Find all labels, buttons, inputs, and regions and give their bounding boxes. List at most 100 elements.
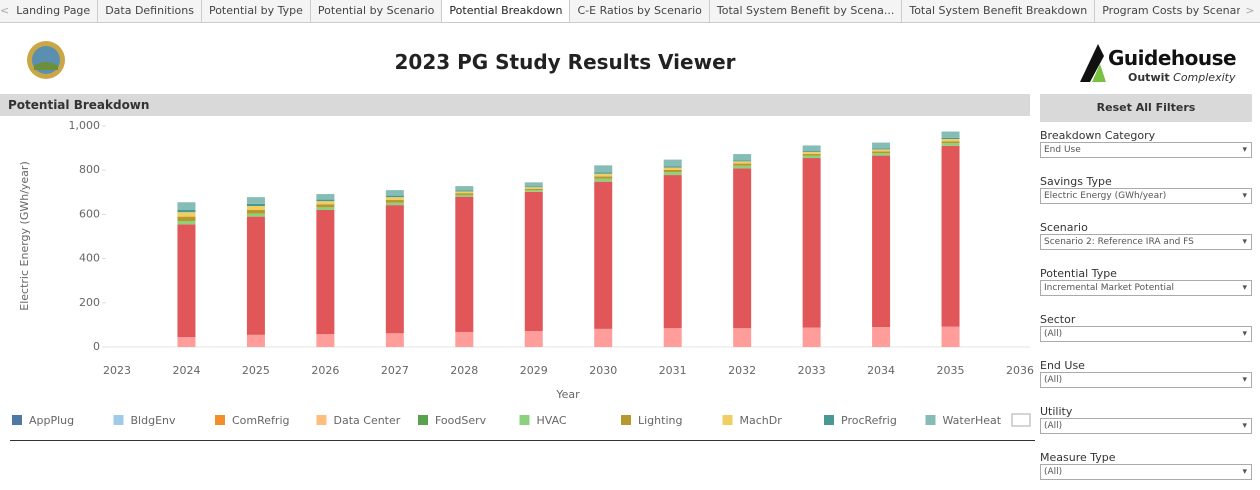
x-tick-label: 2029 xyxy=(520,364,548,377)
y-axis-label: Electric Energy (GWh/year) xyxy=(18,161,31,310)
bar-segment xyxy=(316,334,335,347)
legend-swatch xyxy=(519,415,530,425)
bar-segment xyxy=(177,209,196,213)
bar-segment xyxy=(524,182,543,187)
legend-label: FoodServ xyxy=(435,414,487,427)
tab[interactable]: C-E Ratios by Scenario xyxy=(570,0,710,22)
bar-segment xyxy=(802,145,821,151)
filter-dropdown[interactable]: End Use xyxy=(1040,142,1252,158)
filter-dropdown[interactable]: Incremental Market Potential xyxy=(1040,280,1252,296)
filter-dropdown[interactable]: (All) xyxy=(1040,418,1252,434)
seal-logo xyxy=(27,41,65,79)
legend-swatch xyxy=(316,415,327,425)
bar-segment xyxy=(872,153,891,156)
bar-segment xyxy=(316,201,335,205)
filter-label: Potential Type xyxy=(1040,267,1117,280)
x-tick-label: 2025 xyxy=(242,364,270,377)
bar-segment xyxy=(941,326,960,347)
bar-segment xyxy=(941,141,960,144)
filter: Sector (All) xyxy=(1040,313,1252,352)
bar-segment xyxy=(663,172,682,176)
bar-segment xyxy=(524,191,543,332)
bar-segment xyxy=(594,178,613,182)
bar-segment xyxy=(941,139,960,142)
filter-label: Breakdown Category xyxy=(1040,129,1156,142)
page: < Landing Page Data Definitions Potential b… xyxy=(0,0,1260,448)
x-tick-label: 2024 xyxy=(172,364,200,377)
x-tick-label: 2033 xyxy=(798,364,826,377)
bar-segment xyxy=(177,221,196,225)
legend-swatch xyxy=(12,415,22,425)
legend-swatch xyxy=(113,415,124,425)
tab-scroll-right[interactable]: > xyxy=(1240,0,1260,22)
section-title: Potential Breakdown xyxy=(0,94,1030,116)
tab-scroll-left[interactable]: < xyxy=(0,4,10,17)
tab[interactable]: Data Definitions xyxy=(98,0,202,22)
bar-segment xyxy=(177,212,196,217)
filter-dropdown[interactable]: (All) xyxy=(1040,326,1252,342)
tab[interactable]: Potential by Type xyxy=(202,0,311,22)
filter: Measure Type (All) xyxy=(1040,451,1252,490)
filter-label: Measure Type xyxy=(1040,451,1116,464)
legend-swatch xyxy=(925,415,936,425)
bar-segment xyxy=(663,169,682,173)
tab[interactable]: Potential Breakdown xyxy=(442,0,571,22)
tab[interactable]: Program Costs by Scenario xyxy=(1095,0,1259,22)
bar-segment xyxy=(802,150,821,152)
legend-label: HVAC xyxy=(537,414,567,427)
bar-segment xyxy=(524,187,543,189)
legend-label: ProcRefrig xyxy=(841,414,897,427)
x-tick-label: 2036 xyxy=(1006,364,1034,377)
filter-dropdown[interactable]: Electric Energy (GWh/year) xyxy=(1040,188,1252,204)
bar-segment xyxy=(872,155,891,328)
tagline-text: Complexity xyxy=(1173,71,1236,84)
filter-label: Sector xyxy=(1040,313,1076,326)
bar-segment xyxy=(177,337,196,347)
filter-dropdown[interactable]: Scenario 2: Reference IRA and FS xyxy=(1040,234,1252,250)
bar-segment xyxy=(246,334,265,347)
bar-segment xyxy=(594,328,613,347)
bar-segment xyxy=(733,154,752,161)
filter-dropdown[interactable]: (All) xyxy=(1040,464,1252,480)
bar-segment xyxy=(455,190,474,192)
y-tick-label: 0 xyxy=(93,340,100,353)
bar-segment xyxy=(385,200,404,203)
x-tick-label: 2028 xyxy=(450,364,478,377)
bar-segment xyxy=(455,193,474,195)
bar-segment xyxy=(733,163,752,166)
filter-dropdown[interactable]: (All) xyxy=(1040,372,1252,388)
bar-segment xyxy=(941,137,960,140)
legend-scroll[interactable] xyxy=(1011,413,1031,427)
reset-button[interactable]: Reset All Filters xyxy=(1040,94,1252,122)
brand-tagline: Outwit Complexity xyxy=(1128,71,1235,84)
bar-segment xyxy=(316,194,335,200)
bar-segment xyxy=(246,197,265,204)
bar-segment xyxy=(594,165,613,173)
tab[interactable]: Landing Page xyxy=(9,0,99,22)
bar-segment xyxy=(316,199,335,202)
x-tick-label: 2031 xyxy=(659,364,687,377)
y-tick-label: 400 xyxy=(79,252,100,265)
bar-segment xyxy=(385,202,404,206)
bar-segment xyxy=(872,149,891,152)
bar-segment xyxy=(385,195,404,198)
filter: Scenario Scenario 2: Reference IRA and FS xyxy=(1040,221,1252,260)
page-title: 2023 PG Study Results Viewer xyxy=(394,50,736,74)
bar-segment xyxy=(177,216,196,222)
bar-segment xyxy=(733,168,752,329)
bar-segment xyxy=(802,155,821,159)
legend-label: Lighting xyxy=(638,414,682,427)
brand-mark xyxy=(1080,44,1106,82)
x-tick-label: 2026 xyxy=(311,364,339,377)
tab[interactable]: Total System Benefit Breakdown xyxy=(902,0,1096,22)
tab[interactable]: Potential by Scenario xyxy=(311,0,443,22)
y-tick-label: 1,000 xyxy=(69,119,101,132)
legend-label: AppPlug xyxy=(29,414,74,427)
bar-segment xyxy=(941,143,960,146)
x-tick-label: 2023 xyxy=(103,364,131,377)
tab[interactable]: Total System Benefit by Scena... xyxy=(710,0,903,22)
divider xyxy=(10,440,1035,441)
y-tick-label: 800 xyxy=(79,163,100,176)
bar-segment xyxy=(733,161,752,164)
filter: Potential Type Incremental Market Potenti… xyxy=(1040,267,1252,306)
